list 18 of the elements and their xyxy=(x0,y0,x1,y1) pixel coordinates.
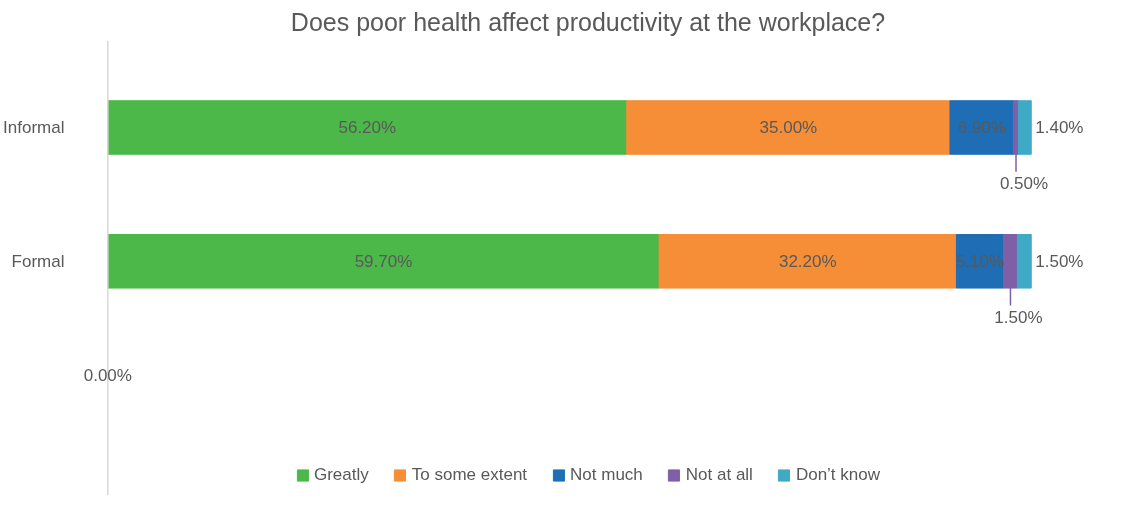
legend-label: Greatly xyxy=(313,465,369,485)
annotation: 0.00% xyxy=(83,365,132,385)
legend-label: To some extent xyxy=(411,465,528,485)
data-label: 1.50% xyxy=(1035,251,1084,271)
data-label: 1.40% xyxy=(1035,117,1084,137)
y-tick-label: Formal xyxy=(11,251,65,271)
data-label: 32.20% xyxy=(778,251,837,271)
legend-label: Not at all xyxy=(685,465,753,485)
data-label: 59.70% xyxy=(354,251,413,271)
data-label: 35.00% xyxy=(759,117,818,137)
data-label: 6.90% xyxy=(957,117,1006,137)
data-label: 1.50% xyxy=(994,308,1043,328)
data-label: 56.20% xyxy=(338,117,397,137)
legend-label: Not much xyxy=(570,465,643,485)
legend-label: Don’t know xyxy=(795,465,881,485)
data-label: 0.50% xyxy=(999,174,1049,194)
y-tick-label: Informal xyxy=(3,117,65,137)
chart-title: Does poor health affect productivity at the workplace? xyxy=(290,7,886,36)
